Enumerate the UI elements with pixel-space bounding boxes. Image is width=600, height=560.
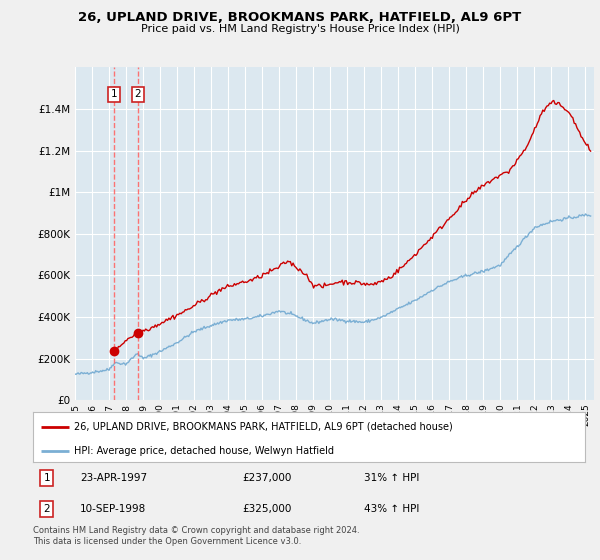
Text: £237,000: £237,000 <box>243 473 292 483</box>
Text: 31% ↑ HPI: 31% ↑ HPI <box>364 473 419 483</box>
Text: 1: 1 <box>111 89 118 99</box>
Text: 2: 2 <box>43 504 50 514</box>
Text: HPI: Average price, detached house, Welwyn Hatfield: HPI: Average price, detached house, Welw… <box>74 446 334 456</box>
Text: 43% ↑ HPI: 43% ↑ HPI <box>364 504 419 514</box>
Text: 2: 2 <box>134 89 141 99</box>
Text: 1: 1 <box>43 473 50 483</box>
Text: 26, UPLAND DRIVE, BROOKMANS PARK, HATFIELD, AL9 6PT (detached house): 26, UPLAND DRIVE, BROOKMANS PARK, HATFIE… <box>74 422 453 432</box>
Text: £325,000: £325,000 <box>243 504 292 514</box>
Text: Contains HM Land Registry data © Crown copyright and database right 2024.
This d: Contains HM Land Registry data © Crown c… <box>33 526 359 546</box>
Text: 23-APR-1997: 23-APR-1997 <box>80 473 147 483</box>
Text: 26, UPLAND DRIVE, BROOKMANS PARK, HATFIELD, AL9 6PT: 26, UPLAND DRIVE, BROOKMANS PARK, HATFIE… <box>79 11 521 24</box>
Text: 10-SEP-1998: 10-SEP-1998 <box>80 504 146 514</box>
Text: Price paid vs. HM Land Registry's House Price Index (HPI): Price paid vs. HM Land Registry's House … <box>140 24 460 34</box>
